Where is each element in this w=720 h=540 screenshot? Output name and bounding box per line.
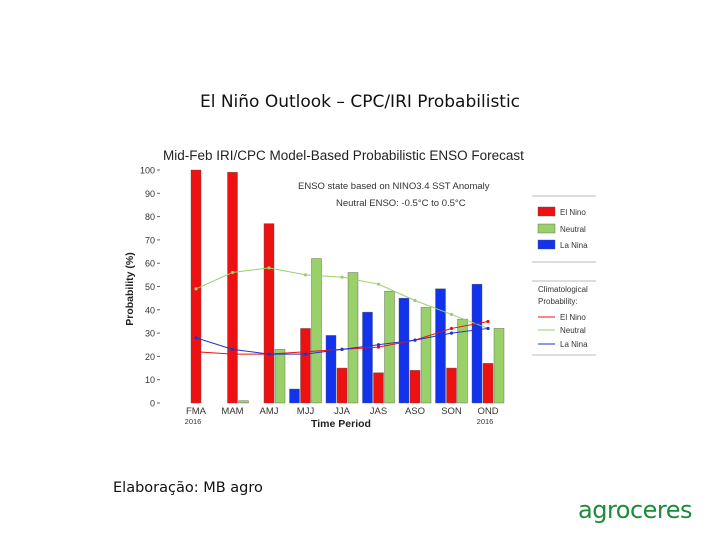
- climatology-point-la-nina: [340, 347, 344, 352]
- climatology-point-neutral: [194, 287, 198, 291]
- bar-la-nina: [362, 311, 373, 404]
- legend-label-la-nina: La Nina: [560, 241, 588, 250]
- year-label: 2016: [185, 417, 202, 426]
- y-tick-label: 100: [140, 166, 155, 176]
- y-tick-label: 60: [145, 259, 155, 269]
- climatology-point-la-nina: [413, 338, 417, 342]
- climatology-point-neutral: [449, 312, 454, 317]
- x-tick-label: OND: [477, 406, 498, 417]
- x-tick-label: FMA: [186, 406, 207, 417]
- climatology-point-la-nina: [486, 326, 490, 331]
- climatology-point-el-nino: [449, 326, 454, 331]
- legend-swatch-el-nino: [537, 206, 556, 217]
- bar-el-nino: [300, 328, 311, 404]
- y-tick-label: 0: [150, 399, 155, 409]
- bar-el-nino: [227, 172, 238, 404]
- x-tick-label: JJA: [334, 406, 351, 417]
- y-tick-label: 90: [145, 189, 155, 199]
- bar-el-nino: [446, 367, 457, 404]
- annotation-line-1: ENSO state based on NINO3.4 SST Anomaly: [298, 181, 490, 192]
- bar-la-nina: [471, 283, 483, 404]
- climatology-point-el-nino: [376, 345, 381, 349]
- y-tick-label: 10: [145, 375, 155, 385]
- bar-neutral: [347, 272, 359, 404]
- climatology-point-neutral: [303, 273, 308, 277]
- x-tick-label: SON: [441, 406, 462, 417]
- bar-el-nino: [190, 169, 202, 404]
- y-tick-label: 30: [145, 329, 155, 339]
- x-tick-label: MJJ: [297, 406, 315, 417]
- annotation-line-2: Neutral ENSO: -0.5°C to 0.5°C: [336, 198, 466, 209]
- legend-line-label-neutral: Neutral: [560, 326, 586, 335]
- bar-neutral: [493, 328, 505, 404]
- legend-swatch-la-nina: [537, 239, 556, 250]
- y-axis-label: Probability (%): [124, 252, 136, 326]
- legend-label-neutral: Neutral: [560, 225, 586, 234]
- bar-el-nino: [482, 363, 494, 404]
- y-tick-label: 50: [145, 282, 155, 292]
- bar-la-nina: [289, 388, 300, 404]
- climatology-point-neutral: [340, 275, 344, 279]
- x-tick-label: JAS: [370, 406, 387, 417]
- climatology-point-el-nino: [303, 350, 308, 354]
- footer-note: Elaboração: MB agro: [113, 480, 263, 496]
- bar-neutral: [384, 290, 395, 404]
- legend-label-el-nino: El Nino: [560, 208, 586, 217]
- agroceres-logo: agroceres: [578, 496, 693, 524]
- slide-title: El Niño Outlook – CPC/IRI Probabilistic: [199, 92, 521, 112]
- bar-el-nino: [409, 370, 421, 404]
- chart-title: Mid-Feb IRI/CPC Model-Based Probabilisti…: [163, 148, 524, 163]
- bar-neutral: [238, 400, 249, 404]
- x-tick-label: MAM: [221, 406, 243, 417]
- climatology-point-la-nina: [267, 352, 271, 356]
- legend-line-label-el-nino: El Nino: [560, 313, 586, 322]
- climatology-point-neutral: [376, 282, 381, 286]
- climatology-point-la-nina: [376, 343, 381, 347]
- bar-la-nina: [398, 297, 410, 404]
- climatology-point-neutral: [230, 270, 235, 275]
- climatology-point-la-nina: [449, 331, 454, 335]
- y-tick-label: 40: [145, 305, 155, 315]
- climatology-point-neutral: [267, 266, 271, 270]
- bar-neutral: [274, 349, 286, 404]
- climatology-point-la-nina: [194, 336, 198, 340]
- y-tick-label: 80: [145, 212, 155, 222]
- climatology-point-neutral: [413, 298, 417, 303]
- bar-neutral: [311, 258, 322, 404]
- climatology-point-el-nino: [194, 350, 198, 354]
- x-tick-label: ASO: [405, 406, 425, 417]
- x-axis-label: Time Period: [311, 418, 371, 430]
- legend-swatch-neutral: [537, 223, 556, 234]
- bar-el-nino: [336, 367, 348, 404]
- climatology-point-la-nina: [303, 352, 308, 356]
- legend-line-label-la-nina: La Nina: [560, 340, 588, 349]
- bar-el-nino: [373, 372, 384, 404]
- bar-neutral: [420, 307, 432, 404]
- year-label: 2016: [477, 417, 494, 426]
- climatology-point-la-nina: [230, 347, 235, 352]
- legend-clim-title-1: Climatological: [538, 285, 588, 294]
- legend-clim-title-2: Probability:: [538, 297, 578, 306]
- bar-la-nina: [435, 288, 446, 404]
- climatology-point-el-nino: [230, 352, 235, 356]
- y-tick-label: 20: [145, 352, 155, 362]
- bar-la-nina: [325, 335, 337, 404]
- x-tick-label: AMJ: [260, 406, 279, 417]
- bar-el-nino: [263, 223, 275, 404]
- y-tick-label: 70: [145, 235, 155, 245]
- climatology-point-el-nino: [486, 319, 490, 324]
